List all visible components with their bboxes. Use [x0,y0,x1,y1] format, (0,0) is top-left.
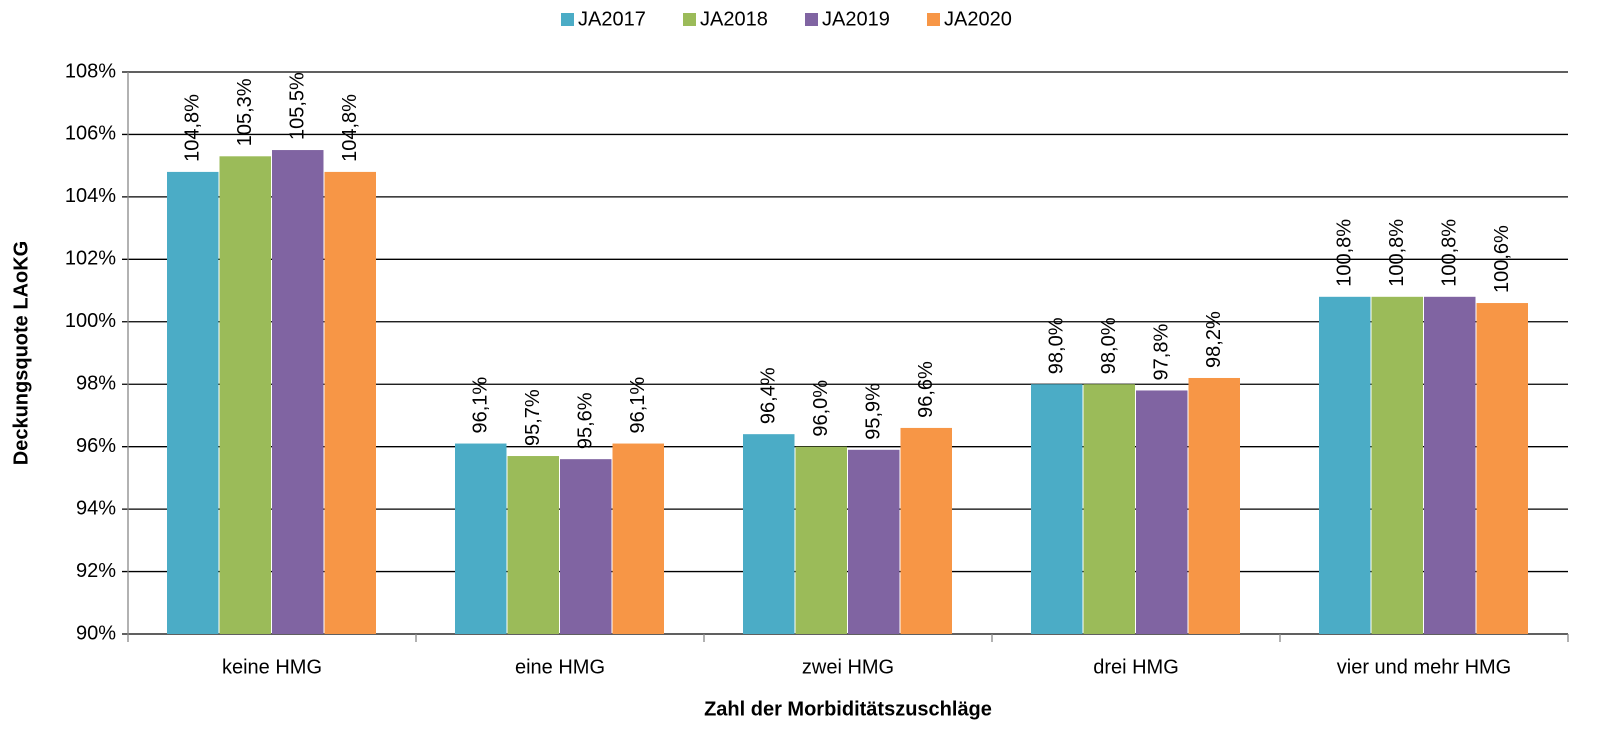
x-tick-label: keine HMG [222,656,322,678]
x-tick-label: vier und mehr HMG [1337,656,1512,678]
data-label: 104,8% [339,94,361,162]
data-label: 100,8% [1334,219,1356,287]
data-label: 96,1% [470,377,492,434]
data-label: 97,8% [1151,324,1173,381]
bar [560,459,612,634]
y-axis-title: Deckungsquote LAoKG [10,241,32,465]
y-tick-label: 104% [65,185,116,207]
data-label: 95,7% [522,389,544,446]
bar [324,171,376,634]
y-tick-label: 106% [65,123,116,145]
data-label: 98,0% [1046,317,1068,374]
bar [900,427,952,634]
bar [795,446,847,634]
bar [1476,303,1528,634]
y-tick-label: 98% [76,373,116,395]
legend-swatch [805,13,818,26]
legend-swatch [683,13,696,26]
data-label: 98,2% [1203,311,1225,368]
data-label: 105,3% [234,78,256,146]
x-tick-label: zwei HMG [802,656,894,678]
bar [743,434,795,634]
bar [1424,296,1476,634]
bar [612,443,664,634]
data-label: 105,5% [287,72,309,140]
data-label: 96,1% [627,377,649,434]
bar [848,449,900,634]
bar [219,156,271,635]
data-label: 104,8% [182,94,204,162]
bar [455,443,507,634]
y-tick-label: 102% [65,248,116,270]
data-label: 98,0% [1098,317,1120,374]
data-label: 100,8% [1386,219,1408,287]
data-label: 96,0% [810,380,832,437]
y-tick-label: 90% [76,622,116,644]
x-tick-label: drei HMG [1093,656,1179,678]
data-label: 100,6% [1491,225,1513,293]
bar [507,456,559,634]
bar [272,150,324,635]
data-label: 95,6% [575,392,597,449]
y-tick-label: 92% [76,560,116,582]
data-label: 95,9% [863,383,885,440]
bar [1136,390,1188,634]
bar [1031,384,1083,634]
data-label: 96,4% [758,367,780,424]
y-tick-label: 108% [65,60,116,82]
bar [1371,296,1423,634]
bar [1319,296,1371,634]
y-tick-label: 100% [65,310,116,332]
x-tick-label: eine HMG [515,656,605,678]
bar [1188,377,1240,634]
bar [167,171,219,634]
legend-swatch [561,13,574,26]
legend-label: JA2019 [822,8,890,30]
data-label: 96,6% [915,361,937,418]
legend-label: JA2017 [578,8,646,30]
y-tick-label: 96% [76,435,116,457]
data-label: 100,8% [1439,219,1461,287]
x-axis-title: Zahl der Morbiditätszuschläge [704,698,992,720]
bar [1083,384,1135,634]
legend-label: JA2020 [944,8,1012,30]
legend-swatch [927,13,940,26]
legend-label: JA2018 [700,8,768,30]
y-tick-label: 94% [76,497,116,519]
